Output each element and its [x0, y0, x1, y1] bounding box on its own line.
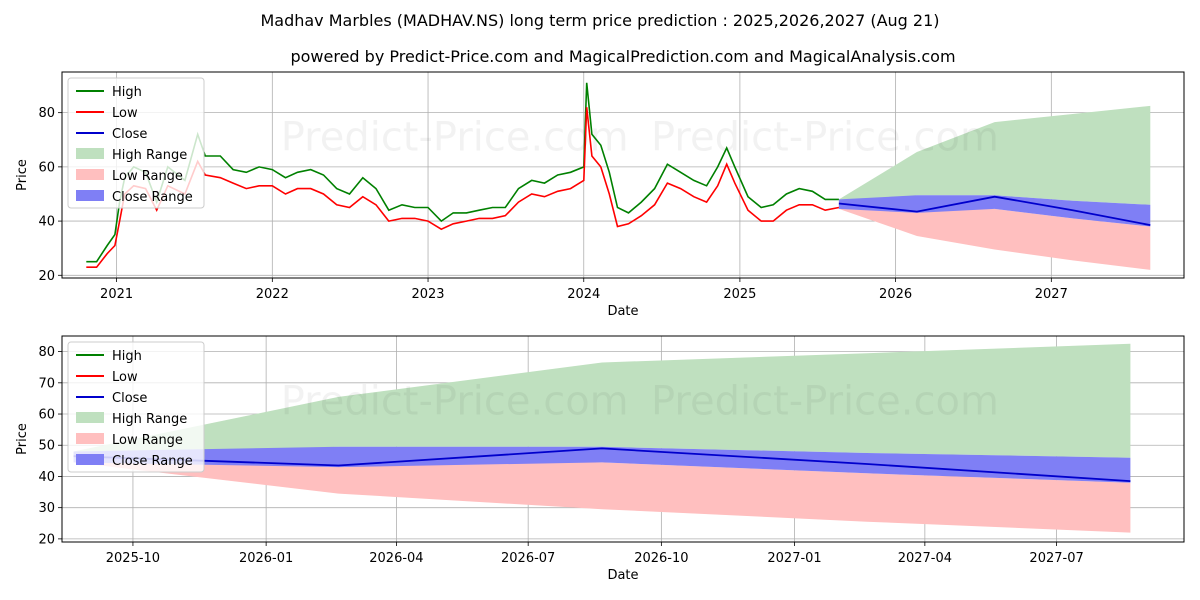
x-tick-label: 2025: [723, 287, 756, 302]
x-tick-label: 2022: [256, 287, 289, 302]
y-tick-label: 60: [38, 160, 55, 175]
legend-swatch-patch: [76, 190, 104, 201]
legend-swatch-patch: [76, 433, 104, 444]
y-tick-label: 50: [38, 439, 55, 454]
legend-swatch-patch: [76, 169, 104, 180]
y-tick-label: 20: [38, 532, 55, 547]
legend-swatch-patch: [76, 412, 104, 423]
legend: High Low Close High Range Low Range Close Ran…: [67, 341, 205, 473]
legend-label: High: [112, 85, 142, 100]
top-chart-panel: 20 40 60 80 2021 2022 2023 2024 2025 2026 2027 Pred…: [15, 71, 1185, 319]
legend-label: Close Range: [112, 190, 193, 205]
watermark-text: Predict-Price.com: [281, 114, 629, 160]
y-tick-label: 40: [38, 470, 55, 485]
watermark-text: Predict-Price.com: [651, 378, 999, 424]
y-tick-label: 20: [38, 269, 55, 284]
legend-label: Close Range: [112, 454, 193, 469]
x-tick-label: 2026-04: [369, 551, 423, 566]
legend-label: Low Range: [112, 433, 183, 448]
watermark-text: Predict-Price.com: [281, 378, 629, 424]
axes-frame: [61, 335, 1185, 543]
high-range-area: [73, 343, 1131, 460]
legend-label: Low Range: [112, 169, 183, 184]
chart-title: Madhav Marbles (MADHAV.NS) long term pri…: [260, 11, 939, 30]
legend-label: High Range: [112, 148, 187, 163]
bottom-chart-panel: 20 30 40 50 60 70 80 2025-10 2026-01 2026-04 2026-…: [15, 335, 1185, 583]
y-tick-label: 60: [38, 408, 55, 423]
x-tick-label: 2027-07: [1029, 551, 1083, 566]
plot-area: Predict-Price.com Predict-Price.com: [73, 343, 1131, 533]
x-tick-label: 2026-01: [239, 551, 293, 566]
legend-label: Close: [112, 127, 147, 142]
high-range-area: [838, 105, 1151, 207]
close-range-area: [73, 446, 1131, 483]
x-tick-label: 2027-04: [898, 551, 952, 566]
plot-area: Predict-Price.com Predict-Price.com: [86, 82, 1151, 270]
y-tick-label: 30: [38, 501, 55, 516]
legend: High Low Close High Range Low Range Close Ran…: [67, 77, 205, 209]
close-price-line: [73, 447, 1131, 482]
legend-label: High: [112, 349, 142, 364]
close-range-area: [838, 195, 1151, 227]
close-price-line: [838, 195, 1151, 226]
axes-frame: [61, 71, 1185, 279]
y-axis-label: Price: [15, 423, 30, 455]
legend-swatch-patch: [76, 148, 104, 159]
legend-swatch-patch: [76, 454, 104, 465]
x-tick-label: 2026-07: [501, 551, 555, 566]
x-tick-label: 2025-10: [106, 551, 160, 566]
x-tick-label: 2027: [1035, 287, 1068, 302]
legend-label: High Range: [112, 412, 187, 427]
x-axis-label: Date: [607, 568, 638, 583]
low-range-area: [838, 202, 1151, 270]
x-tick-label: 2027-01: [767, 551, 821, 566]
y-tick-label: 70: [38, 376, 55, 391]
y-axis-label: Price: [15, 159, 30, 191]
watermark-text: Predict-Price.com: [651, 114, 999, 160]
x-tick-label: 2024: [567, 287, 600, 302]
x-tick-label: 2026: [879, 287, 912, 302]
legend-label: Low: [112, 106, 138, 121]
legend-label: Close: [112, 391, 147, 406]
y-tick-label: 80: [38, 345, 55, 360]
x-tick-label: 2026-10: [634, 551, 688, 566]
x-tick-label: 2023: [411, 287, 444, 302]
chart-subtitle: powered by Predict-Price.com and Magical…: [290, 47, 955, 66]
y-tick-label: 80: [38, 106, 55, 121]
x-tick-label: 2021: [100, 287, 133, 302]
legend-label: Low: [112, 370, 138, 385]
x-axis-label: Date: [607, 304, 638, 319]
low-range-area: [73, 454, 1131, 533]
y-tick-label: 40: [38, 215, 55, 230]
